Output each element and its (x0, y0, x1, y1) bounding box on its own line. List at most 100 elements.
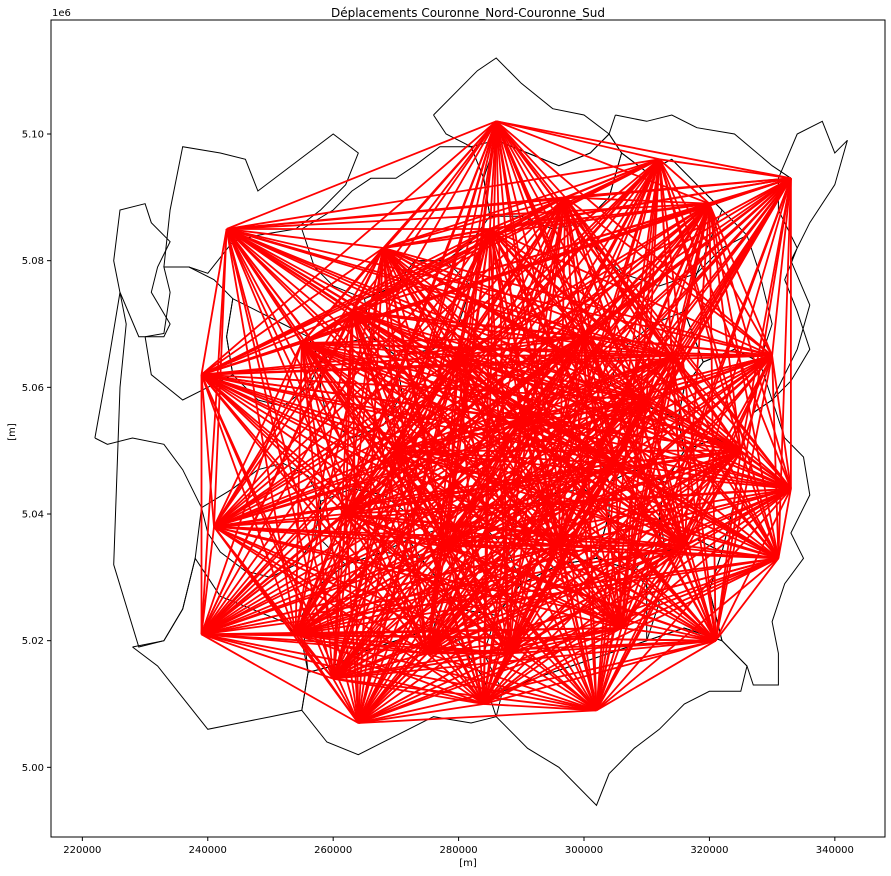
trip-line (564, 196, 780, 559)
x-tick-label: 300000 (565, 845, 603, 856)
trip-line (358, 639, 716, 724)
x-tick-label: 260000 (314, 845, 352, 856)
trip-line (345, 513, 622, 629)
trip-line (739, 355, 773, 451)
trip-line (295, 633, 716, 642)
trip-line (395, 449, 791, 490)
trip-line (645, 399, 717, 641)
trip-line (201, 449, 742, 636)
trip-line (395, 354, 673, 452)
trip-line (295, 633, 597, 712)
trip-line (333, 639, 716, 680)
trip-line (294, 418, 522, 635)
trip-line (446, 544, 779, 560)
trip-line (558, 545, 598, 711)
trip-line (201, 202, 710, 376)
trip-line (345, 487, 791, 515)
trip-line (395, 335, 585, 452)
trip-line (558, 544, 717, 642)
boundary-0 (94, 203, 203, 648)
trip-line (332, 678, 360, 724)
trip-line (565, 177, 791, 199)
trip-line (483, 544, 685, 705)
trip-line (495, 120, 780, 559)
boundary-7 (771, 120, 848, 401)
trip-line (426, 652, 485, 705)
trip-line (445, 545, 485, 705)
plot-area (94, 57, 848, 807)
trip-line (213, 335, 585, 528)
trip-line (213, 525, 447, 547)
trip-line (521, 418, 741, 452)
trip-line (301, 342, 397, 452)
trip-line (344, 355, 460, 515)
trip-line (295, 487, 792, 636)
x-tick-label: 340000 (816, 845, 854, 856)
trip-line (301, 342, 773, 357)
trip-line (201, 373, 647, 401)
trip-line (445, 462, 616, 547)
trip-line (565, 196, 710, 205)
trip-line (345, 418, 522, 515)
trip-line (508, 399, 648, 654)
trip-line (345, 203, 710, 515)
trip-line (620, 545, 686, 629)
y-axis-label: [m] (7, 423, 18, 441)
trip-line (345, 399, 648, 515)
trip-line (213, 228, 491, 528)
trip-line (294, 633, 360, 724)
trip-line (294, 513, 347, 635)
trip-line (226, 228, 384, 249)
trip-line (426, 545, 560, 654)
trip-line (496, 120, 792, 180)
trip-line (771, 355, 780, 559)
trip-line (201, 373, 560, 547)
y-tick-label: 5.04 (22, 510, 44, 521)
trip-line (708, 203, 742, 451)
trip-line (383, 247, 773, 357)
trip-line (200, 374, 347, 515)
trip-line (614, 203, 711, 464)
trip-line (507, 545, 560, 654)
trip-line (620, 399, 648, 629)
trip-line (620, 450, 742, 629)
x-axis-label: [m] (459, 858, 477, 869)
trip-line (620, 355, 773, 629)
trip-line (483, 703, 597, 712)
trip-line (200, 228, 228, 635)
trip-line (458, 335, 585, 357)
trip-line (200, 513, 347, 635)
trip-line (458, 202, 710, 357)
trip-line (659, 158, 792, 180)
trip-line (683, 487, 792, 547)
trip-line (294, 450, 397, 635)
trip-line (345, 335, 585, 515)
trip-line (201, 544, 560, 636)
boundary-3 (132, 557, 309, 730)
trip-line (200, 247, 384, 376)
trip-line (332, 399, 648, 680)
trip-line (345, 513, 716, 642)
trip-line (213, 354, 773, 528)
x-axis-ticks: 220000 240000 260000 280000 300000 320000 3400… (63, 837, 854, 856)
trip-line (201, 354, 459, 376)
trip-line (395, 418, 522, 452)
trip-line (200, 228, 228, 375)
trip-line (332, 652, 428, 680)
trip-line (445, 336, 585, 547)
trip-line (646, 354, 773, 401)
trip-line (684, 544, 779, 560)
trip-line (583, 336, 686, 547)
trip-line (583, 336, 780, 559)
trip-line (445, 487, 792, 547)
trip-line (646, 399, 742, 452)
trip-line (426, 544, 685, 655)
trip-line (427, 627, 622, 655)
trip-line (595, 627, 623, 711)
trip-line (345, 449, 741, 515)
trip-line (332, 545, 447, 680)
trip-line (383, 196, 566, 249)
trip-line (383, 158, 660, 249)
trip-line (558, 449, 742, 547)
